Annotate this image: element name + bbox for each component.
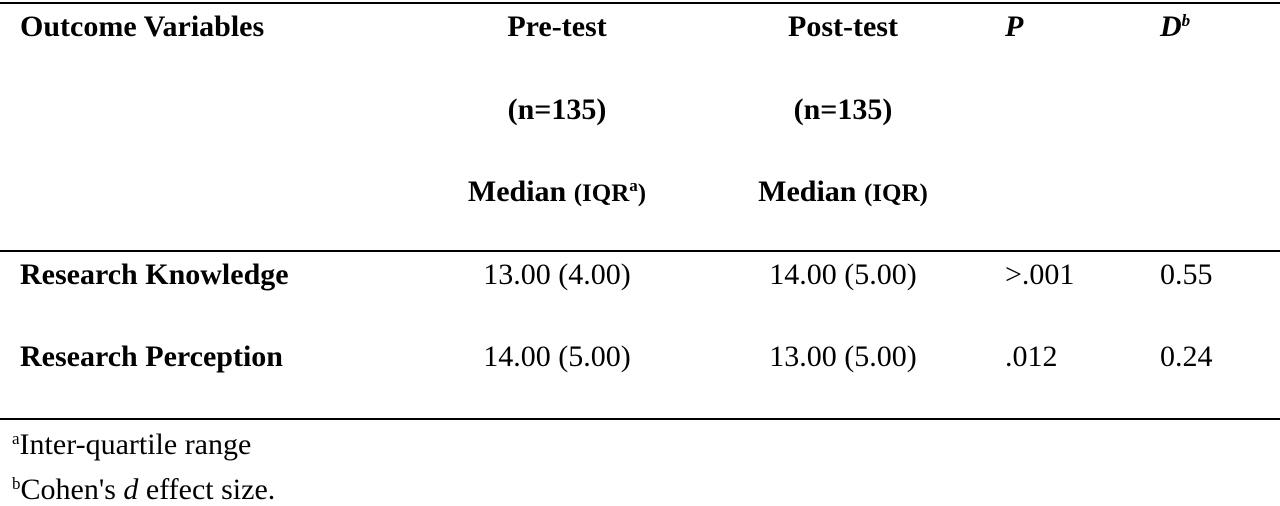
row-label: Research Perception — [20, 340, 283, 373]
footnote: bCohen's d effect size. — [12, 475, 275, 505]
header-cell: (n=135) — [793, 93, 893, 126]
header-text: ) — [637, 180, 647, 207]
footnote-text: Cohen's — [20, 473, 124, 506]
footnote-text: effect size. — [138, 473, 276, 506]
table-cell: 0.24 — [1160, 340, 1213, 373]
table-cell: 14.00 (5.00) — [769, 258, 917, 291]
footnote: aInter-quartile range — [12, 430, 251, 460]
table-cell: >.001 — [1005, 258, 1075, 291]
footnote-mark: a — [629, 176, 638, 195]
header-text: (IQR — [573, 180, 630, 207]
table-cell: 0.55 — [1160, 258, 1213, 291]
header-rule — [0, 250, 1280, 252]
table-cell: 13.00 (4.00) — [483, 258, 631, 291]
top-rule — [0, 2, 1280, 4]
header-text: (IQR) — [863, 180, 928, 207]
header-cell: Db — [1160, 12, 1190, 42]
header-text: D — [1160, 10, 1182, 43]
table-cell: .012 — [1005, 340, 1058, 373]
row-label: Research Knowledge — [20, 258, 289, 291]
header-cell: Median (IQR) — [758, 177, 928, 207]
footnote-text: d — [123, 473, 139, 506]
header-cell: Median (IQRa) — [468, 177, 646, 207]
bottom-rule — [0, 418, 1280, 420]
footnote-text: Inter-quartile range — [19, 428, 252, 461]
header-cell: Post-test — [788, 10, 898, 43]
footnote-mark: b — [1181, 11, 1191, 30]
footnote-mark: a — [12, 429, 20, 448]
header-text: Median — [467, 175, 567, 208]
table-cell: 13.00 (5.00) — [769, 340, 917, 373]
header-cell: Pre-test — [507, 10, 607, 43]
table-cell: 14.00 (5.00) — [483, 340, 631, 373]
header-text: Median — [758, 175, 857, 208]
header-cell: P — [1005, 10, 1024, 43]
header-cell: (n=135) — [507, 93, 607, 126]
header-cell: Outcome Variables — [20, 10, 265, 43]
footnote-mark: b — [12, 474, 21, 493]
